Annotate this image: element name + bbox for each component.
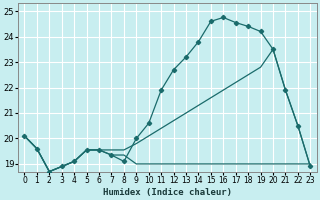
- X-axis label: Humidex (Indice chaleur): Humidex (Indice chaleur): [103, 188, 232, 197]
